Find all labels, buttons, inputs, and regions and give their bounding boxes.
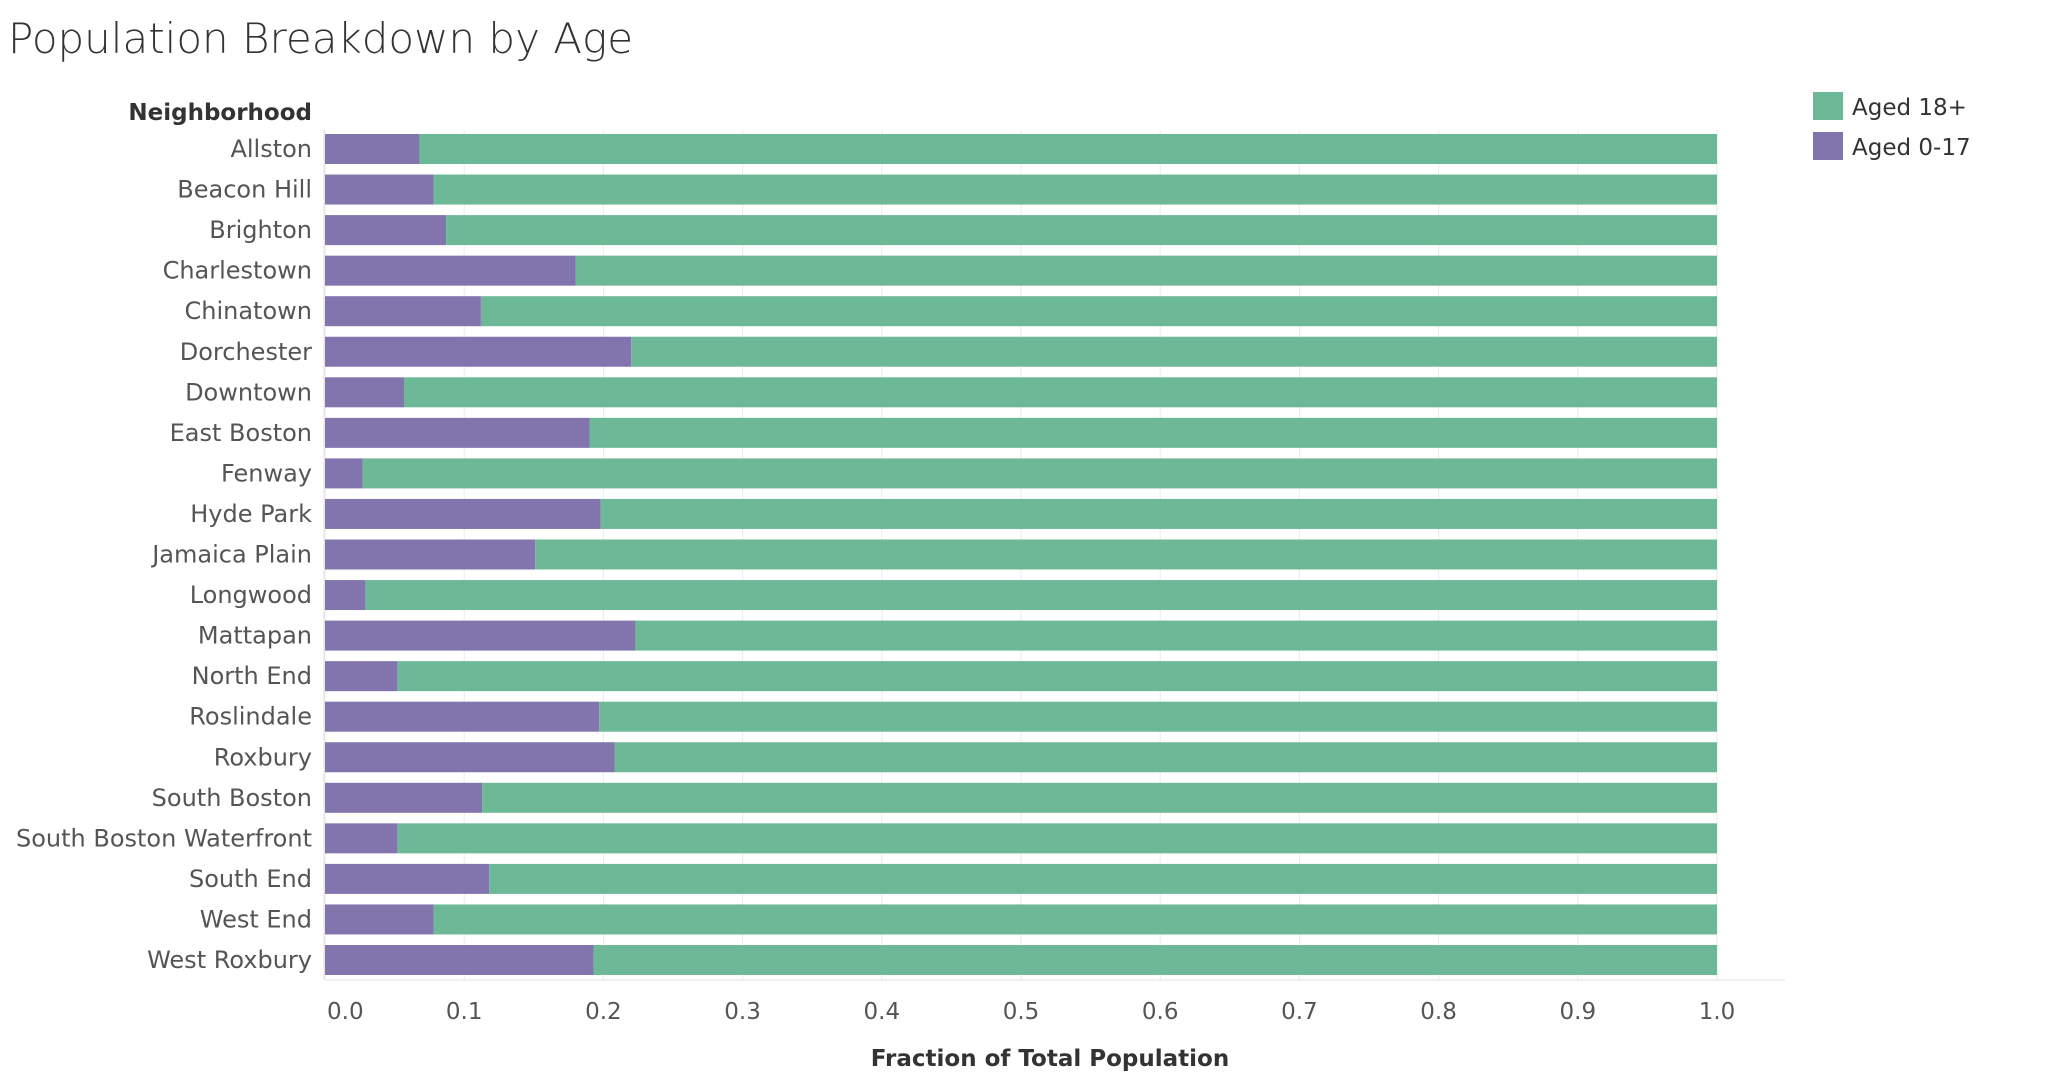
bar-aged-18--east-boston[interactable] [589, 417, 1717, 448]
category-label: Jamaica Plain [150, 541, 312, 569]
chart-title: Population Breakdown by Age [8, 14, 634, 63]
category-labels: Allston Beacon Hill Brighton Charlestown Chi… [16, 135, 312, 974]
category-label: Brighton [209, 216, 312, 244]
legend-label[interactable]: Aged 0-17 [1852, 135, 1971, 161]
bar-aged-0-17-south-boston[interactable] [325, 782, 483, 813]
bar-aged-18--roslindale[interactable] [599, 701, 1717, 732]
category-label: Downtown [185, 378, 312, 406]
category-label: South Boston Waterfront [16, 824, 312, 852]
bar-aged-18--west-roxbury[interactable] [593, 945, 1717, 975]
x-tick-label: 0.4 [864, 999, 901, 1025]
bar-aged-0-17-beacon-hill[interactable] [325, 174, 434, 205]
x-tick-label: 0.2 [585, 999, 622, 1025]
x-tick-label: 0.7 [1281, 999, 1318, 1025]
x-tick-label: 0.1 [446, 999, 483, 1025]
category-label: Allston [230, 135, 312, 163]
bar-aged-0-17-hyde-park[interactable] [325, 498, 601, 529]
bar-aged-0-17-south-end[interactable] [325, 863, 490, 894]
x-tick-label: 0.5 [1003, 999, 1040, 1025]
x-tick-label: 0.9 [1560, 999, 1597, 1025]
category-label: Beacon Hill [177, 176, 312, 204]
bar-aged-0-17-longwood[interactable] [325, 580, 366, 611]
category-label: Hyde Park [190, 500, 312, 528]
bar-aged-0-17-roxbury[interactable] [325, 742, 615, 773]
bar-aged-18--west-end[interactable] [433, 904, 1718, 935]
bar-aged-18--dorchester[interactable] [631, 336, 1717, 367]
category-label: Fenway [221, 459, 312, 487]
bar-aged-0-17-jamaica-plain[interactable] [325, 539, 536, 570]
bar-aged-0-17-roslindale[interactable] [325, 701, 600, 732]
category-label: East Boston [170, 419, 312, 447]
category-label: Charlestown [163, 257, 312, 285]
bar-aged-0-17-west-end[interactable] [325, 904, 434, 935]
legend-swatch[interactable] [1813, 132, 1843, 160]
bar-aged-18--south-boston[interactable] [482, 782, 1717, 813]
x-axis-ticks: 0.0 0.1 0.2 0.3 0.4 0.5 0.6 0.7 0.8 0.9 1.0 [327, 999, 1735, 1025]
bar-aged-18--allston[interactable] [419, 134, 1717, 164]
category-label: Roxbury [214, 743, 312, 771]
bar-aged-0-17-west-roxbury[interactable] [325, 945, 594, 975]
bar-aged-18--chinatown[interactable] [480, 296, 1717, 327]
row-header: Neighborhood [128, 100, 312, 126]
bar-aged-18--north-end[interactable] [397, 661, 1717, 692]
bar-aged-18--fenway[interactable] [362, 458, 1718, 489]
category-label: Chinatown [185, 297, 313, 325]
legend-label[interactable]: Aged 18+ [1852, 95, 1967, 121]
bar-aged-18--roxbury[interactable] [614, 742, 1717, 773]
bar-aged-18--hyde-park[interactable] [600, 498, 1718, 529]
category-label: Roslindale [189, 703, 312, 731]
x-tick-label: 0.8 [1420, 999, 1457, 1025]
category-label: Dorchester [180, 338, 312, 366]
x-axis-title: Fraction of Total Population [871, 1046, 1229, 1072]
bar-aged-0-17-chinatown[interactable] [325, 296, 481, 327]
x-tick-label: 0.0 [327, 999, 364, 1025]
bar-aged-0-17-downtown[interactable] [325, 377, 405, 408]
category-label: South Boston [152, 784, 312, 812]
category-label: South End [189, 865, 312, 893]
bar-aged-0-17-charlestown[interactable] [325, 255, 576, 286]
bar-aged-0-17-north-end[interactable] [325, 661, 398, 692]
bar-aged-18--south-boston-waterfront[interactable] [397, 823, 1717, 854]
bar-aged-0-17-mattapan[interactable] [325, 620, 636, 651]
bar-aged-18--jamaica-plain[interactable] [535, 539, 1717, 570]
bar-aged-0-17-dorchester[interactable] [325, 336, 632, 367]
legend[interactable]: Aged 18+ Aged 0-17 [1813, 92, 1971, 161]
bar-aged-18--longwood[interactable] [365, 580, 1717, 611]
category-label: North End [192, 662, 312, 690]
x-tick-label: 0.6 [1142, 999, 1179, 1025]
category-label: Mattapan [198, 622, 312, 650]
bar-aged-0-17-fenway[interactable] [325, 458, 363, 489]
bar-aged-18--beacon-hill[interactable] [433, 174, 1718, 205]
category-label: Longwood [190, 581, 312, 609]
x-tick-label: 1.0 [1699, 999, 1736, 1025]
bar-aged-18--south-end[interactable] [489, 863, 1718, 894]
x-tick-label: 0.3 [724, 999, 761, 1025]
bars [325, 134, 1718, 975]
bar-aged-0-17-east-boston[interactable] [325, 417, 590, 448]
bar-aged-0-17-south-boston-waterfront[interactable] [325, 823, 398, 854]
category-label: West End [200, 905, 312, 933]
category-label: West Roxbury [147, 946, 312, 974]
legend-swatch[interactable] [1813, 92, 1843, 120]
bar-aged-18--charlestown[interactable] [575, 255, 1717, 286]
bar-aged-18--mattapan[interactable] [635, 620, 1717, 651]
bar-aged-0-17-allston[interactable] [325, 134, 420, 164]
bar-aged-0-17-brighton[interactable] [325, 215, 447, 246]
bar-aged-18--brighton[interactable] [446, 215, 1717, 246]
bar-aged-18--downtown[interactable] [404, 377, 1717, 408]
